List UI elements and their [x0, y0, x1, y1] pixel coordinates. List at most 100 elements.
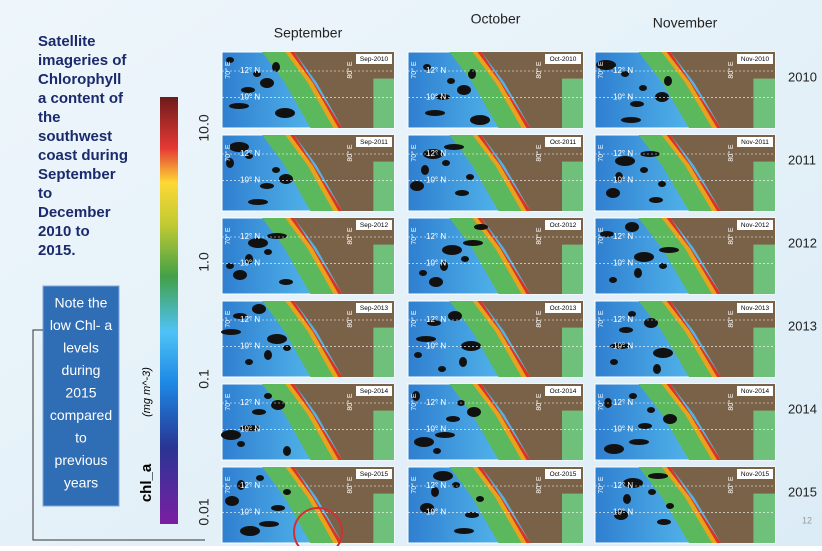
colorbar-unit: (mg m^-3) [141, 367, 153, 417]
map-cloud-gap [657, 519, 671, 525]
lat-label: 10° N [240, 93, 260, 102]
lon-label: 70° E [410, 227, 418, 245]
map-east-sea [562, 328, 583, 377]
lon-label: 70° E [597, 310, 605, 328]
lat-label: 12° N [613, 315, 633, 324]
colorbar-tick-label: 0.01 [196, 498, 212, 525]
map-cloud-gap [221, 329, 241, 335]
note-line: low Chl- a [50, 317, 112, 333]
map-cloud-gap [640, 167, 648, 173]
lon-label: 70° E [410, 393, 418, 411]
lon-label: 70° E [410, 310, 418, 328]
map-cloud-gap [264, 393, 272, 399]
lat-label: 12° N [613, 149, 633, 158]
lon-label: 80° E [535, 144, 543, 162]
note-line: compared [50, 407, 112, 423]
lat-label: 12° N [426, 149, 446, 158]
lat-label: 10° N [613, 93, 633, 102]
description-line: imageries of [38, 52, 127, 69]
map-cloud-gap [664, 76, 672, 86]
lon-label: 80° E [727, 61, 735, 79]
lat-label: 10° N [240, 176, 260, 185]
lat-label: 10° N [426, 425, 446, 434]
map-cloud-gap [264, 249, 272, 255]
lon-label: 80° E [346, 61, 354, 79]
note-line: levels [63, 340, 99, 356]
lat-label: 10° N [613, 176, 633, 185]
map-cloud-gap [648, 473, 668, 479]
year-label: 2014 [788, 401, 817, 416]
map-cloud-gap [470, 115, 490, 125]
colorbar-tick-label: 0.1 [196, 369, 212, 389]
map-cloud-gap [252, 409, 266, 415]
panel-tag: Oct-2011 [550, 139, 577, 146]
map-cloud-gap [466, 174, 474, 180]
column-heading: September [274, 25, 343, 41]
map-east-sea [753, 79, 775, 128]
map-cloud-gap [433, 471, 453, 481]
lat-label: 12° N [240, 315, 260, 324]
map-cloud-gap [639, 85, 647, 91]
map-cloud-gap [425, 110, 445, 116]
lat-label: 10° N [613, 508, 633, 517]
lat-label: 12° N [613, 398, 633, 407]
lon-label: 80° E [727, 310, 735, 328]
lat-label: 12° N [240, 232, 260, 241]
map-cloud-gap [256, 475, 264, 481]
panel-tag: Nov-2014 [741, 388, 770, 395]
map-cloud-gap [442, 160, 450, 166]
map-cloud-gap [271, 505, 285, 511]
lon-label: 80° E [727, 227, 735, 245]
lat-label: 12° N [426, 398, 446, 407]
lat-label: 10° N [426, 508, 446, 517]
map-cloud-gap [279, 174, 293, 184]
lon-label: 70° E [224, 227, 232, 245]
map-cloud-gap [467, 407, 481, 417]
colorbar-tick-label: 10.0 [196, 114, 212, 141]
map-cloud-gap [283, 489, 291, 495]
lat-label: 12° N [426, 66, 446, 75]
description-line: Satellite [38, 33, 96, 50]
map-east-sea [562, 162, 583, 211]
lat-label: 12° N [240, 481, 260, 490]
page-number: 12 [802, 515, 812, 525]
lon-label: 70° E [597, 227, 605, 245]
map-cloud-gap [447, 78, 455, 84]
map-cloud-gap [264, 350, 272, 360]
panel-tag: Sep-2012 [360, 222, 389, 229]
map-cloud-gap [419, 270, 427, 276]
map-cloud-gap [283, 446, 291, 456]
lon-label: 80° E [346, 227, 354, 245]
map-cloud-gap [463, 240, 483, 246]
map-east-sea [753, 328, 775, 377]
slide: Sep-201012° N10° N70° E80° EOct-201012° … [0, 0, 822, 546]
lon-label: 70° E [224, 393, 232, 411]
panel-tag: Oct-2012 [550, 222, 577, 229]
map-cloud-gap [429, 277, 443, 287]
map-cloud-gap [455, 190, 469, 196]
lat-label: 12° N [613, 66, 633, 75]
map-east-sea [753, 494, 775, 543]
lat-label: 10° N [426, 176, 446, 185]
description-line: 2010 to [38, 223, 90, 240]
map-cloud-gap [448, 311, 462, 321]
map-cloud-gap [638, 423, 652, 429]
lat-label: 12° N [613, 232, 633, 241]
lat-label: 10° N [613, 259, 633, 268]
map-cloud-gap [240, 526, 260, 536]
map-cloud-gap [454, 528, 474, 534]
description-line: the [38, 109, 61, 126]
map-east-sea [753, 162, 775, 211]
lat-label: 12° N [426, 232, 446, 241]
lon-label: 70° E [410, 476, 418, 494]
map-cloud-gap [623, 494, 631, 504]
lon-label: 80° E [727, 144, 735, 162]
panel-tag: Sep-2013 [360, 305, 389, 312]
lon-label: 70° E [224, 61, 232, 79]
map-east-sea [373, 162, 394, 211]
map-cloud-gap [221, 430, 241, 440]
note-line: during [62, 362, 101, 378]
map-cloud-gap [446, 416, 460, 422]
map-east-sea [562, 245, 583, 294]
map-east-sea [562, 411, 583, 460]
